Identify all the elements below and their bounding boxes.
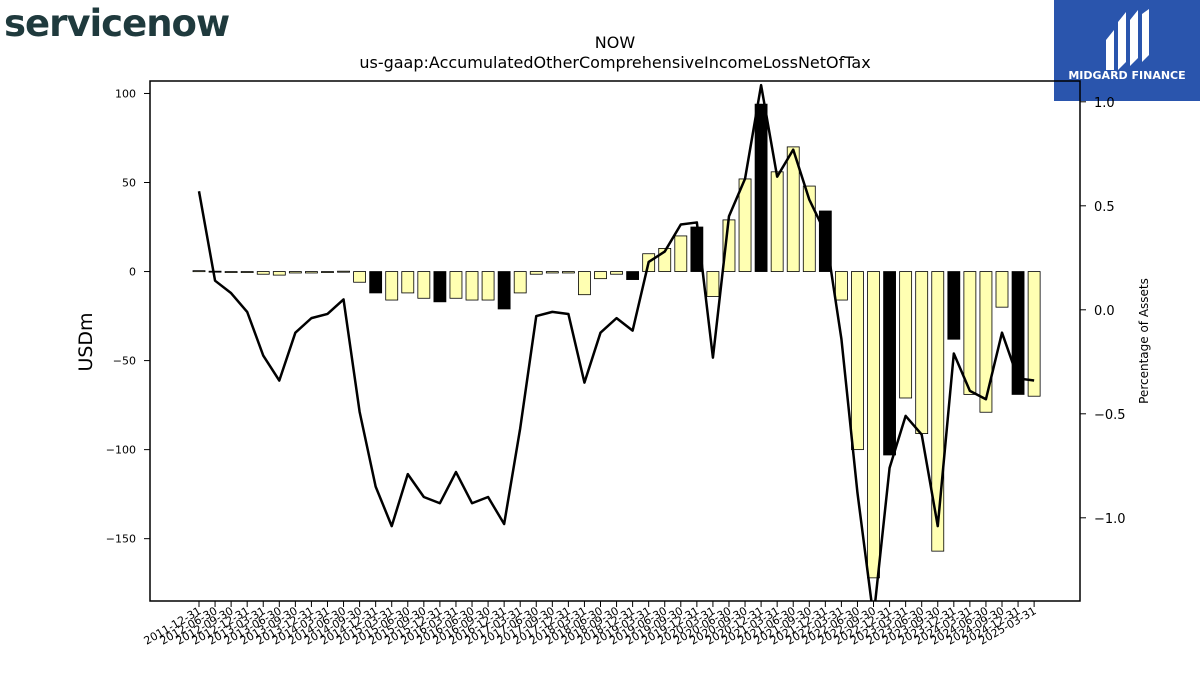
- y2-tick-label: −1.0: [1094, 512, 1126, 527]
- bar-2023-03-31: [899, 271, 913, 399]
- y-tick-label: −150: [106, 533, 136, 546]
- bar-2020-03-31: [706, 271, 720, 297]
- bar-2016-06-30: [465, 271, 479, 301]
- bar-2025-03-31: [1027, 271, 1041, 397]
- bar-2015-03-31: [385, 271, 399, 301]
- bar-2020-09-30: [738, 178, 752, 272]
- plot-frame: [149, 80, 1081, 602]
- bar-2012-06-30: [208, 270, 222, 273]
- right-axis: 1.0 0.5 0.0 −0.5 −1.0: [1080, 96, 1126, 527]
- bar-2017-06-30: [529, 271, 543, 275]
- bar-2011-12-31: [192, 270, 206, 273]
- bar-2013-12-31: [305, 271, 318, 274]
- bar-2024-09-30: [995, 271, 1009, 308]
- y-axis-label: USDm: [75, 312, 97, 371]
- bar-2021-03-31: [770, 171, 784, 272]
- midgard-finance-logo-text: MIDGARD FINANCE: [1068, 69, 1186, 82]
- bar-2018-06-30: [594, 271, 607, 280]
- bar-2012-12-31: [240, 271, 254, 273]
- bar-2022-09-30: [867, 271, 880, 579]
- bar-2024-12-31: [1011, 271, 1025, 395]
- y2-tick-label: −0.5: [1094, 408, 1126, 423]
- bar-2017-03-31: [513, 271, 527, 294]
- y-tick-label: 100: [115, 87, 136, 100]
- chart-title: NOW: [595, 33, 636, 52]
- bar-2014-09-30: [353, 271, 367, 283]
- y2-tick-label: 1.0: [1094, 96, 1115, 111]
- bar-2019-09-30: [674, 235, 688, 272]
- bar-2016-12-31: [497, 271, 511, 310]
- y-tick-label: −100: [106, 444, 136, 457]
- bar-2024-03-31: [963, 271, 977, 395]
- bar-2012-09-30: [224, 271, 238, 273]
- bar-2016-09-30: [481, 271, 495, 301]
- y2-tick-label: 0.5: [1094, 200, 1115, 215]
- bar-2017-12-31: [561, 271, 575, 274]
- bar-2015-09-30: [417, 271, 431, 299]
- percentage-of-assets-line: [197, 83, 1035, 601]
- y-tick-label: 50: [122, 177, 136, 190]
- y-tick-label: 0: [129, 266, 136, 279]
- y-tick-label: −50: [113, 355, 136, 368]
- bar-2016-03-31: [449, 271, 463, 299]
- bar-2014-03-31: [321, 271, 334, 273]
- x-axis: 2011-12-312012-06-302012-09-302012-12-31…: [142, 601, 1039, 648]
- bar-2018-12-31: [626, 271, 640, 280]
- servicenow-logo-text: servicenow: [4, 2, 230, 45]
- y2-tick-label: 0.0: [1094, 304, 1115, 319]
- bar-series: [192, 103, 1041, 579]
- y2-axis-label: Percentage of Assets: [1137, 278, 1151, 404]
- midgard-mark-icon: [1106, 9, 1149, 70]
- bar-2014-06-30: [337, 270, 350, 273]
- left-axis: 100 50 0 −50 −100 −150: [106, 87, 150, 546]
- bar-2015-12-31: [433, 271, 447, 303]
- bar-2018-03-31: [578, 271, 591, 296]
- bar-2013-09-30: [288, 271, 302, 274]
- bar-2014-12-31: [369, 271, 383, 294]
- bar-2020-12-31: [754, 103, 768, 272]
- bar-2023-06-30: [915, 271, 929, 434]
- bar-2013-06-30: [272, 271, 286, 276]
- bar-2017-09-30: [545, 271, 559, 274]
- bar-2015-06-30: [401, 271, 415, 294]
- servicenow-logo: servicenow: [4, 2, 230, 45]
- bar-2013-03-31: [256, 271, 270, 275]
- midgard-finance-logo: MIDGARD FINANCE: [1054, 0, 1200, 101]
- line-series: [197, 83, 1035, 601]
- bar-2023-12-31: [947, 271, 961, 340]
- bar-2021-06-30: [786, 146, 800, 272]
- bar-2022-12-31: [883, 271, 896, 456]
- bar-2022-03-31: [835, 271, 848, 301]
- bar-2018-09-30: [610, 271, 623, 275]
- chart-subtitle: us-gaap:AccumulatedOtherComprehensiveInc…: [359, 53, 870, 72]
- bar-2024-06-30: [979, 271, 993, 413]
- bar-2022-06-30: [851, 271, 864, 451]
